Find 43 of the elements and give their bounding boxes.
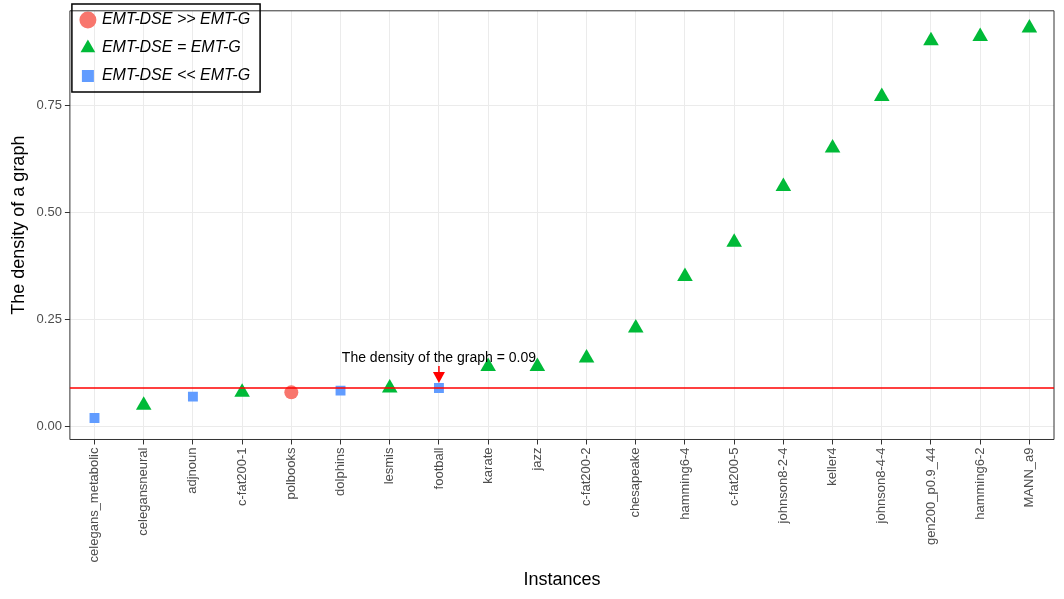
point <box>135 396 152 410</box>
y-tick-label: 0.25 <box>36 311 62 327</box>
x-tick-label: c-fat200-5 <box>725 447 741 507</box>
y-tick-label: 0.00 <box>36 418 62 434</box>
point <box>627 319 644 333</box>
y-tick-label: 0.50 <box>36 203 62 219</box>
x-tick-label: chesapeake <box>627 447 643 518</box>
point <box>923 31 939 46</box>
legend-label: EMT-DSE << EMT-G <box>101 66 251 84</box>
x-tick-label: keller4 <box>824 447 840 486</box>
point <box>972 27 988 42</box>
x-tick-label: celegansneural <box>135 447 151 536</box>
ref-line-label: The density of the graph = 0.09 <box>341 348 537 365</box>
point <box>187 391 198 402</box>
x-tick-label: hamming6-2 <box>971 447 987 520</box>
legend-label: EMT-DSE >> EMT-G <box>101 10 251 28</box>
y-axis-title: The density of a graph <box>7 135 28 315</box>
x-tick-label: polbooks <box>282 447 298 500</box>
x-tick-label: karate <box>479 447 495 484</box>
x-tick-label: jazz <box>528 447 544 472</box>
point <box>1021 18 1038 33</box>
point <box>824 138 841 153</box>
x-tick-label: johnson8-4-4 <box>873 447 889 525</box>
legend-label: EMT-DSE = EMT-G <box>101 38 241 56</box>
x-tick-label: c-fat200-1 <box>233 447 249 507</box>
y-tick-label: 0.75 <box>36 96 62 112</box>
x-tick-label: celegans_metabolic <box>86 447 102 563</box>
x-tick-label: football <box>430 447 446 490</box>
x-tick-label: hamming6-4 <box>676 447 692 520</box>
point <box>578 349 595 363</box>
x-tick-label: lesmis <box>381 447 397 485</box>
x-tick-label: johnson8-2-4 <box>774 447 790 525</box>
x-tick-label: gen200_p0.9_44 <box>922 447 938 546</box>
point <box>775 177 792 192</box>
x-tick-label: dolphins <box>332 447 348 496</box>
x-tick-label: adjnoun <box>184 447 200 494</box>
point <box>873 87 890 102</box>
point <box>677 267 693 282</box>
point <box>89 413 100 424</box>
x-tick-label: MANN_a9 <box>1020 447 1036 508</box>
x-axis-title: Instances <box>523 569 601 590</box>
x-tick-label: c-fat200-2 <box>578 447 594 507</box>
point <box>726 233 742 247</box>
